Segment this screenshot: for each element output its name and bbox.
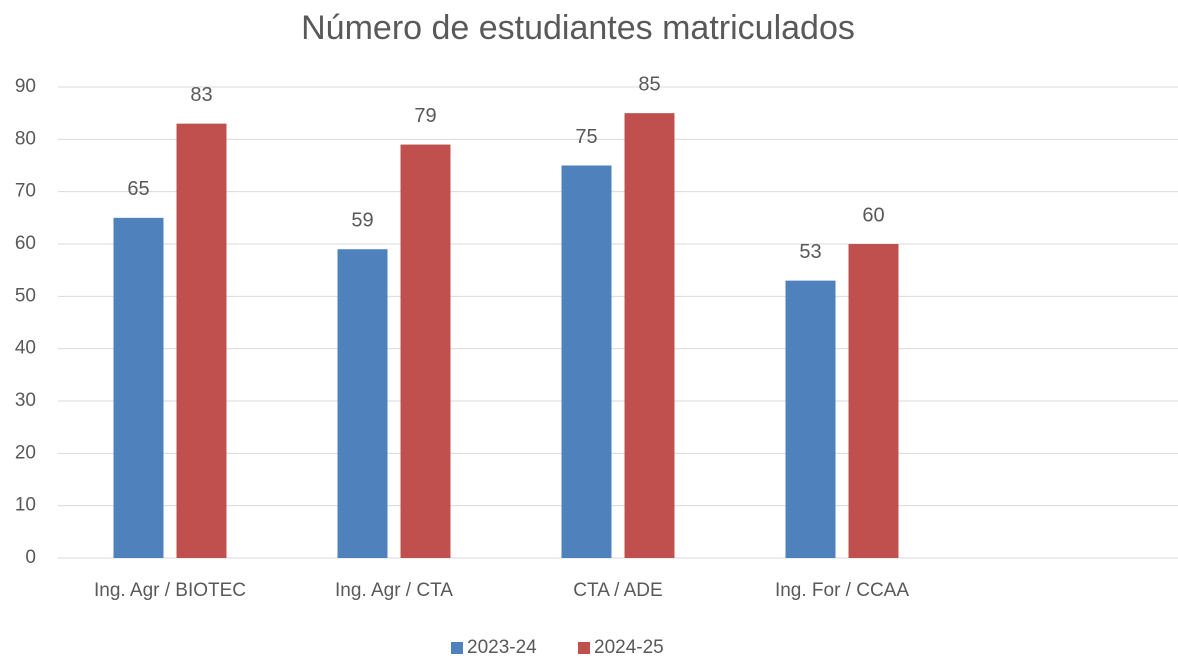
y-tick-label: 70 <box>15 181 36 202</box>
bar <box>337 249 388 558</box>
y-tick-label: 60 <box>15 233 36 254</box>
y-tick-label: 90 <box>15 76 36 97</box>
x-tick-label: Ing. Agr / BIOTEC <box>94 580 246 601</box>
legend-swatch <box>578 642 590 654</box>
y-tick-label: 40 <box>15 338 36 359</box>
bar <box>624 113 675 559</box>
y-tick-label: 0 <box>25 547 36 568</box>
data-label: 53 <box>799 241 821 263</box>
x-tick-label: Ing. Agr / CTA <box>335 580 453 601</box>
y-tick-label: 10 <box>15 495 36 516</box>
y-tick-label: 50 <box>15 285 36 306</box>
data-label: 85 <box>638 73 660 95</box>
bar <box>400 144 451 559</box>
legend-swatch <box>451 642 463 654</box>
y-tick-label: 20 <box>15 442 36 463</box>
data-label: 59 <box>351 210 373 232</box>
chart-title: Número de estudiantes matriculados <box>301 9 855 47</box>
y-tick-label: 30 <box>15 390 36 411</box>
bar <box>113 217 164 559</box>
data-label: 79 <box>414 105 436 127</box>
x-tick-label: Ing. For / CCAA <box>775 580 909 601</box>
data-label: 60 <box>862 204 884 226</box>
data-label: 65 <box>127 178 149 200</box>
bar <box>176 123 227 558</box>
data-label: 83 <box>190 84 212 106</box>
legend-label: 2023-24 <box>467 637 537 658</box>
data-label: 75 <box>575 126 597 148</box>
y-tick-label: 80 <box>15 128 36 149</box>
bar <box>561 165 612 558</box>
bar <box>848 244 899 558</box>
bar <box>785 280 836 558</box>
legend-label: 2024-25 <box>594 637 664 658</box>
x-tick-label: CTA / ADE <box>573 580 662 601</box>
